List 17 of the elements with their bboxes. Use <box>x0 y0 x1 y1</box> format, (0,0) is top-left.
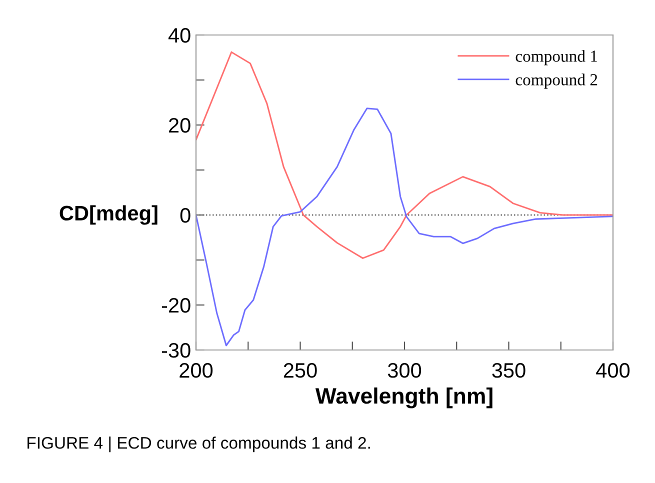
x-tick-label: 250 <box>284 363 317 378</box>
line-series <box>196 108 613 346</box>
y-tick-label: -20 <box>162 298 190 313</box>
caption: FIGURE 4 | ECD curve of compounds 1 and 2. <box>28 436 370 452</box>
y-tick-label: 0 <box>180 208 190 223</box>
x-tick-label: 350 <box>492 363 526 378</box>
legend-label: compound 1 <box>516 50 597 66</box>
y-tick-label: -30 <box>162 343 190 358</box>
x-axis-title: Wavelength [nm] <box>315 387 492 408</box>
x-tick-label: 400 <box>596 363 630 378</box>
line-series <box>196 51 613 259</box>
x-tick-label: 300 <box>388 363 422 378</box>
legend-label: compound 2 <box>516 74 598 89</box>
x-tick-label: 200 <box>180 363 213 378</box>
y-axis-title: CD[mdeg] <box>60 205 158 225</box>
y-tick-label: 40 <box>168 28 190 43</box>
y-tick-label: 20 <box>169 118 190 133</box>
